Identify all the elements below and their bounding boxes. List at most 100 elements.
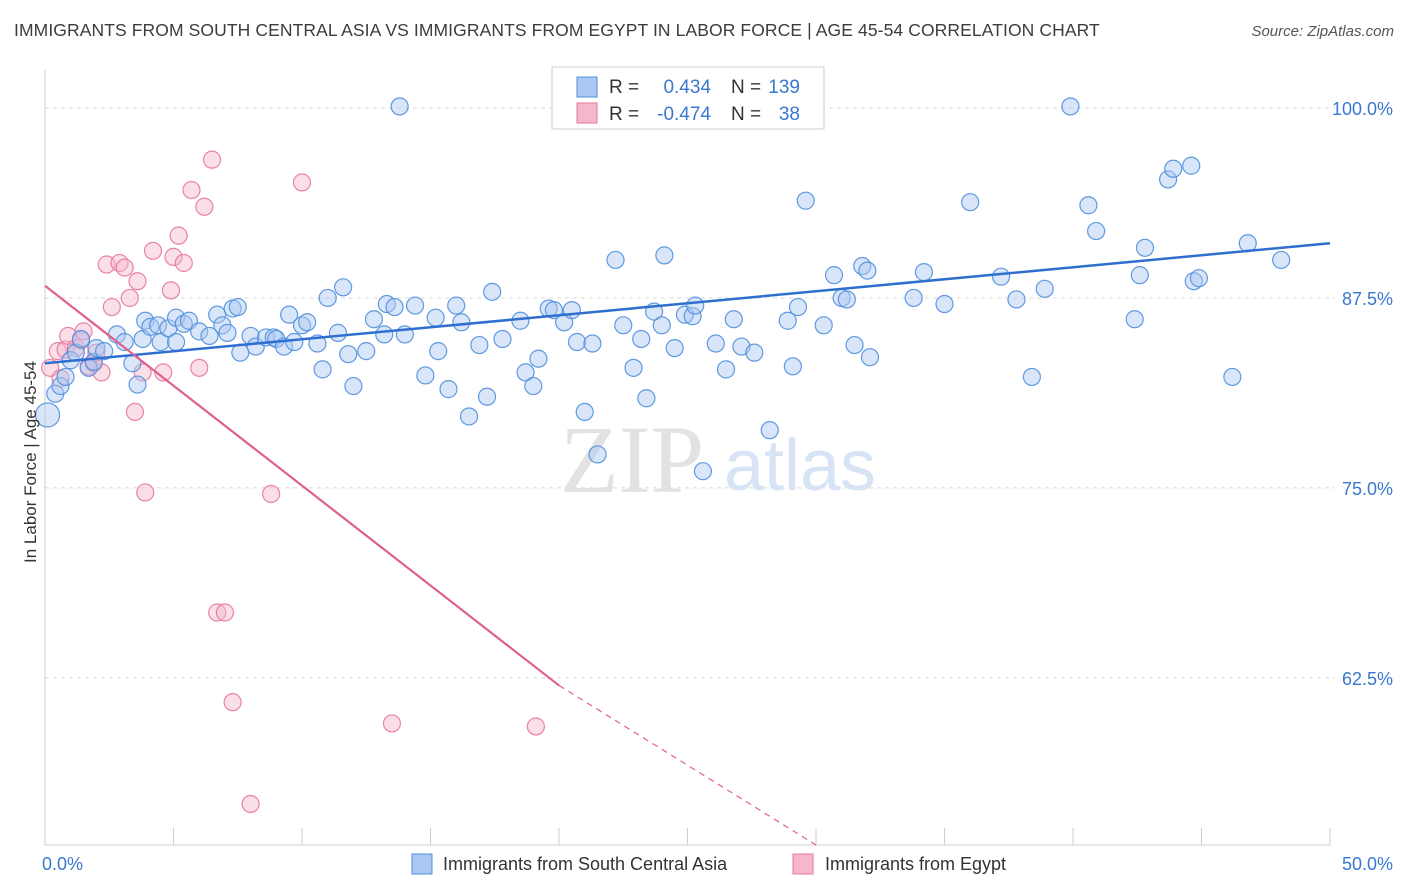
grid-lines xyxy=(45,107,1335,679)
blue-point xyxy=(1272,250,1291,270)
blue-point xyxy=(357,342,376,361)
blue-point xyxy=(1087,221,1106,241)
blue-point xyxy=(683,307,702,326)
y-tick-label: 75.0% xyxy=(1342,479,1393,499)
blue-point xyxy=(567,332,587,352)
legend-blue-label: Immigrants from South Central Asia xyxy=(443,854,728,874)
y-tick-label: 100.0% xyxy=(1332,99,1393,119)
x-tick-label: 0.0% xyxy=(42,854,83,874)
blue-point xyxy=(1184,272,1203,291)
blue-point xyxy=(904,288,923,308)
pink-point xyxy=(195,197,214,216)
blue-point xyxy=(914,263,934,282)
blue-point xyxy=(837,290,856,309)
pink-point xyxy=(190,358,209,377)
blue-point xyxy=(1182,156,1201,175)
blue-point xyxy=(405,296,425,315)
pink-trend-extension xyxy=(558,684,817,846)
pink-point xyxy=(125,402,145,422)
blue-point xyxy=(632,329,651,349)
pink-point xyxy=(143,241,163,260)
blue-point xyxy=(624,358,643,377)
blue-point xyxy=(588,445,607,464)
pink-point xyxy=(128,272,147,291)
blue-point xyxy=(693,462,713,481)
pink-point xyxy=(161,281,181,300)
legend-pink-swatch xyxy=(792,853,814,875)
legend-pink-label: Immigrants from Egypt xyxy=(825,854,1006,874)
pink-point xyxy=(115,258,134,277)
pink-point xyxy=(262,484,281,504)
stats-pink-r-label: R = xyxy=(609,104,639,125)
pink-point xyxy=(136,483,155,502)
watermark-atlas: atlas xyxy=(724,426,876,506)
blue-point xyxy=(56,367,75,387)
blue-point xyxy=(796,191,815,210)
blue-point xyxy=(285,332,304,352)
blue-point xyxy=(71,329,91,349)
pink-point xyxy=(215,603,234,622)
blue-point xyxy=(166,332,186,352)
blue-point xyxy=(614,316,633,335)
blue-point xyxy=(385,297,404,317)
stats-legend: R = 0.434 N = 139 R = -0.474 N = 38 xyxy=(551,66,825,130)
blue-point xyxy=(313,360,332,379)
blue-point xyxy=(686,296,705,315)
pink-point xyxy=(120,288,139,308)
blue-point xyxy=(339,345,358,364)
blue-point xyxy=(318,288,337,308)
axes xyxy=(44,70,1331,846)
south-central-asia-points xyxy=(34,97,1291,481)
blue-point xyxy=(655,246,674,265)
blue-point xyxy=(745,343,764,362)
blue-point xyxy=(814,316,833,335)
blue-point xyxy=(716,360,736,379)
stats-blue-swatch xyxy=(576,76,598,98)
blue-point xyxy=(1164,159,1183,178)
pink-point xyxy=(208,603,227,622)
y-tick-label: 87.5% xyxy=(1342,289,1393,309)
blue-point xyxy=(452,313,471,332)
blue-point xyxy=(174,314,193,333)
blue-point xyxy=(34,402,61,428)
blue-point xyxy=(95,342,114,361)
blue-point xyxy=(665,338,684,358)
blue-point xyxy=(529,349,548,368)
blue-point xyxy=(860,348,880,367)
blue-point xyxy=(778,311,797,330)
blue-point xyxy=(1007,290,1026,309)
blue-point xyxy=(1223,367,1242,387)
y-tick-labels: 62.5% 75.0% 87.5% 100.0% xyxy=(1332,99,1393,689)
blue-point xyxy=(516,363,535,382)
stats-blue-n-value: 139 xyxy=(768,77,800,98)
blue-point xyxy=(788,297,808,317)
blue-point xyxy=(218,323,237,342)
blue-point xyxy=(334,278,353,297)
stats-pink-swatch xyxy=(576,102,598,124)
egypt-points xyxy=(41,150,545,814)
watermark: ZIP atlas xyxy=(560,406,876,513)
blue-point xyxy=(935,294,954,314)
blue-point xyxy=(652,316,671,335)
blue-point xyxy=(483,282,502,301)
stats-blue-n-label: N = xyxy=(731,77,761,98)
x-tick-label: 50.0% xyxy=(1342,854,1393,874)
blue-point xyxy=(511,311,530,330)
blue-point xyxy=(200,326,219,346)
blue-point xyxy=(637,389,656,408)
blue-point xyxy=(477,387,497,406)
blue-point xyxy=(298,313,317,332)
pink-trend-line xyxy=(44,284,560,687)
stats-pink-r-value: -0.474 xyxy=(657,104,711,125)
blue-point xyxy=(706,334,725,353)
blue-point xyxy=(151,332,170,352)
blue-point xyxy=(190,322,209,341)
stats-blue-r-value: 0.434 xyxy=(663,77,711,98)
blue-point xyxy=(439,380,458,399)
blue-point xyxy=(429,342,448,361)
blue-point xyxy=(1135,238,1155,257)
blue-point xyxy=(51,376,70,396)
blue-point xyxy=(961,193,980,212)
blue-point xyxy=(141,317,160,336)
pink-point xyxy=(202,150,222,169)
